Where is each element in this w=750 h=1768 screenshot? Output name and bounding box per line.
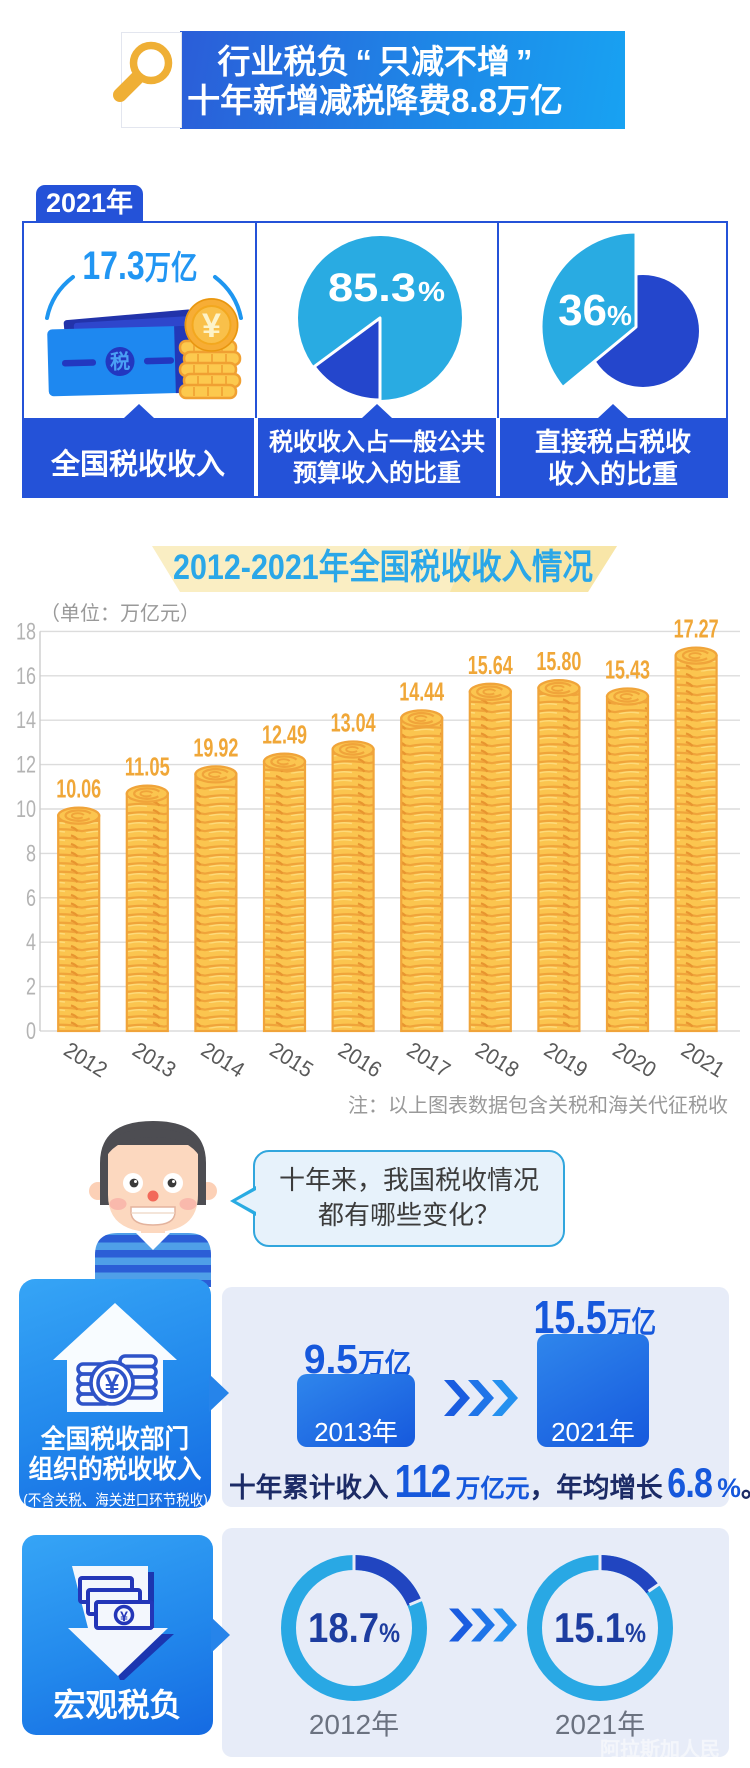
svg-text:13.04: 13.04	[331, 708, 376, 738]
svg-text:15.64: 15.64	[468, 650, 513, 680]
svg-text:36%: 36%	[558, 286, 632, 335]
svg-text:2017: 2017	[403, 1037, 455, 1083]
svg-text:（单位：万亿元）: （单位：万亿元）	[40, 602, 200, 625]
svg-text:0: 0	[26, 1018, 36, 1045]
svg-text:6: 6	[26, 885, 36, 912]
svg-text:14: 14	[16, 707, 36, 734]
svg-text:2021: 2021	[677, 1037, 729, 1083]
svg-text:%: %	[418, 276, 445, 307]
svg-text:注：以上图表数据包含关税和海关代征税收: 注：以上图表数据包含关税和海关代征税收	[348, 1094, 728, 1117]
svg-text:19.92: 19.92	[193, 732, 238, 762]
svg-text:税: 税	[110, 349, 131, 374]
svg-text:4: 4	[26, 929, 36, 956]
svg-text:11.05: 11.05	[125, 752, 170, 782]
svg-text:16: 16	[16, 663, 36, 690]
svg-text:10: 10	[16, 796, 36, 823]
svg-text:12: 12	[16, 752, 36, 779]
svg-text:85.3: 85.3	[328, 266, 416, 310]
svg-text:2012: 2012	[60, 1037, 112, 1083]
svg-text:15.43: 15.43	[605, 655, 650, 685]
svg-text:2018: 2018	[471, 1037, 523, 1083]
svg-text:2019: 2019	[540, 1037, 592, 1083]
svg-text:¥: ¥	[120, 1608, 128, 1624]
svg-text:17.27: 17.27	[674, 614, 719, 644]
svg-text:¥: ¥	[104, 1369, 119, 1399]
svg-text:15.1%: 15.1%	[554, 1604, 646, 1651]
svg-text:2012-2021年全国税收收入情况: 2012-2021年全国税收收入情况	[173, 547, 593, 587]
svg-text:¥: ¥	[202, 307, 221, 345]
svg-text:15.80: 15.80	[536, 646, 581, 676]
svg-text:2016: 2016	[334, 1037, 386, 1083]
svg-text:18.7%: 18.7%	[308, 1604, 400, 1651]
svg-text:2020: 2020	[608, 1037, 660, 1083]
svg-text:2015: 2015	[265, 1037, 317, 1083]
svg-text:2013: 2013	[128, 1037, 180, 1083]
svg-text:8: 8	[26, 840, 36, 867]
svg-text:2014: 2014	[197, 1037, 249, 1083]
svg-text:12.49: 12.49	[262, 720, 307, 750]
svg-text:2: 2	[26, 974, 36, 1001]
svg-text:18: 18	[16, 618, 36, 645]
svg-text:14.44: 14.44	[399, 676, 444, 706]
svg-text:10.06: 10.06	[56, 774, 101, 804]
